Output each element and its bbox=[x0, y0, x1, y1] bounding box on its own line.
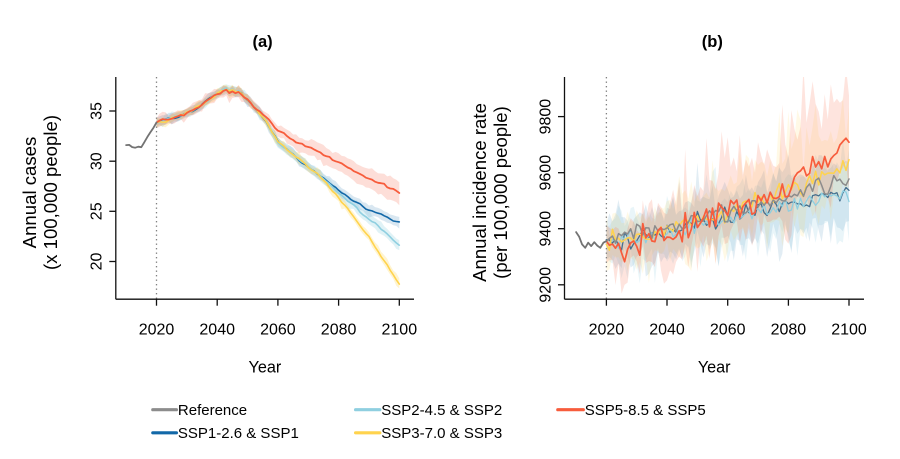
svg-text:(a): (a) bbox=[253, 33, 273, 51]
svg-text:Annual cases: Annual cases bbox=[19, 137, 40, 249]
svg-text:30: 30 bbox=[89, 152, 106, 170]
svg-text:Year: Year bbox=[698, 359, 731, 377]
svg-text:SSP5-8.5 & SSP5: SSP5-8.5 & SSP5 bbox=[585, 402, 706, 419]
svg-text:2100: 2100 bbox=[382, 322, 418, 339]
svg-text:2080: 2080 bbox=[321, 322, 357, 339]
svg-text:Annual incidence rate: Annual incidence rate bbox=[469, 103, 490, 282]
svg-text:25: 25 bbox=[89, 202, 106, 220]
svg-text:35: 35 bbox=[89, 102, 106, 120]
svg-text:9400: 9400 bbox=[537, 211, 554, 247]
svg-text:2060: 2060 bbox=[710, 322, 746, 339]
svg-text:2040: 2040 bbox=[199, 322, 235, 339]
svg-text:(per 100,000 people): (per 100,000 people) bbox=[490, 106, 511, 279]
svg-text:Year: Year bbox=[249, 359, 282, 377]
svg-text:2020: 2020 bbox=[139, 322, 175, 339]
svg-text:SSP2-4.5 & SSP2: SSP2-4.5 & SSP2 bbox=[381, 402, 502, 419]
svg-text:9800: 9800 bbox=[537, 99, 554, 135]
svg-text:2100: 2100 bbox=[831, 322, 867, 339]
svg-text:9600: 9600 bbox=[537, 155, 554, 191]
svg-text:Reference: Reference bbox=[178, 402, 247, 419]
svg-text:(b): (b) bbox=[702, 33, 723, 51]
svg-text:9200: 9200 bbox=[537, 267, 554, 303]
svg-text:2040: 2040 bbox=[649, 322, 685, 339]
svg-text:2060: 2060 bbox=[260, 322, 296, 339]
svg-text:SSP3-7.0 & SSP3: SSP3-7.0 & SSP3 bbox=[381, 425, 502, 442]
svg-text:(x 100,000 people): (x 100,000 people) bbox=[40, 115, 61, 270]
svg-text:SSP1-2.6 & SSP1: SSP1-2.6 & SSP1 bbox=[178, 425, 299, 442]
svg-text:2080: 2080 bbox=[771, 322, 807, 339]
svg-text:2020: 2020 bbox=[589, 322, 625, 339]
svg-text:20: 20 bbox=[89, 253, 106, 271]
